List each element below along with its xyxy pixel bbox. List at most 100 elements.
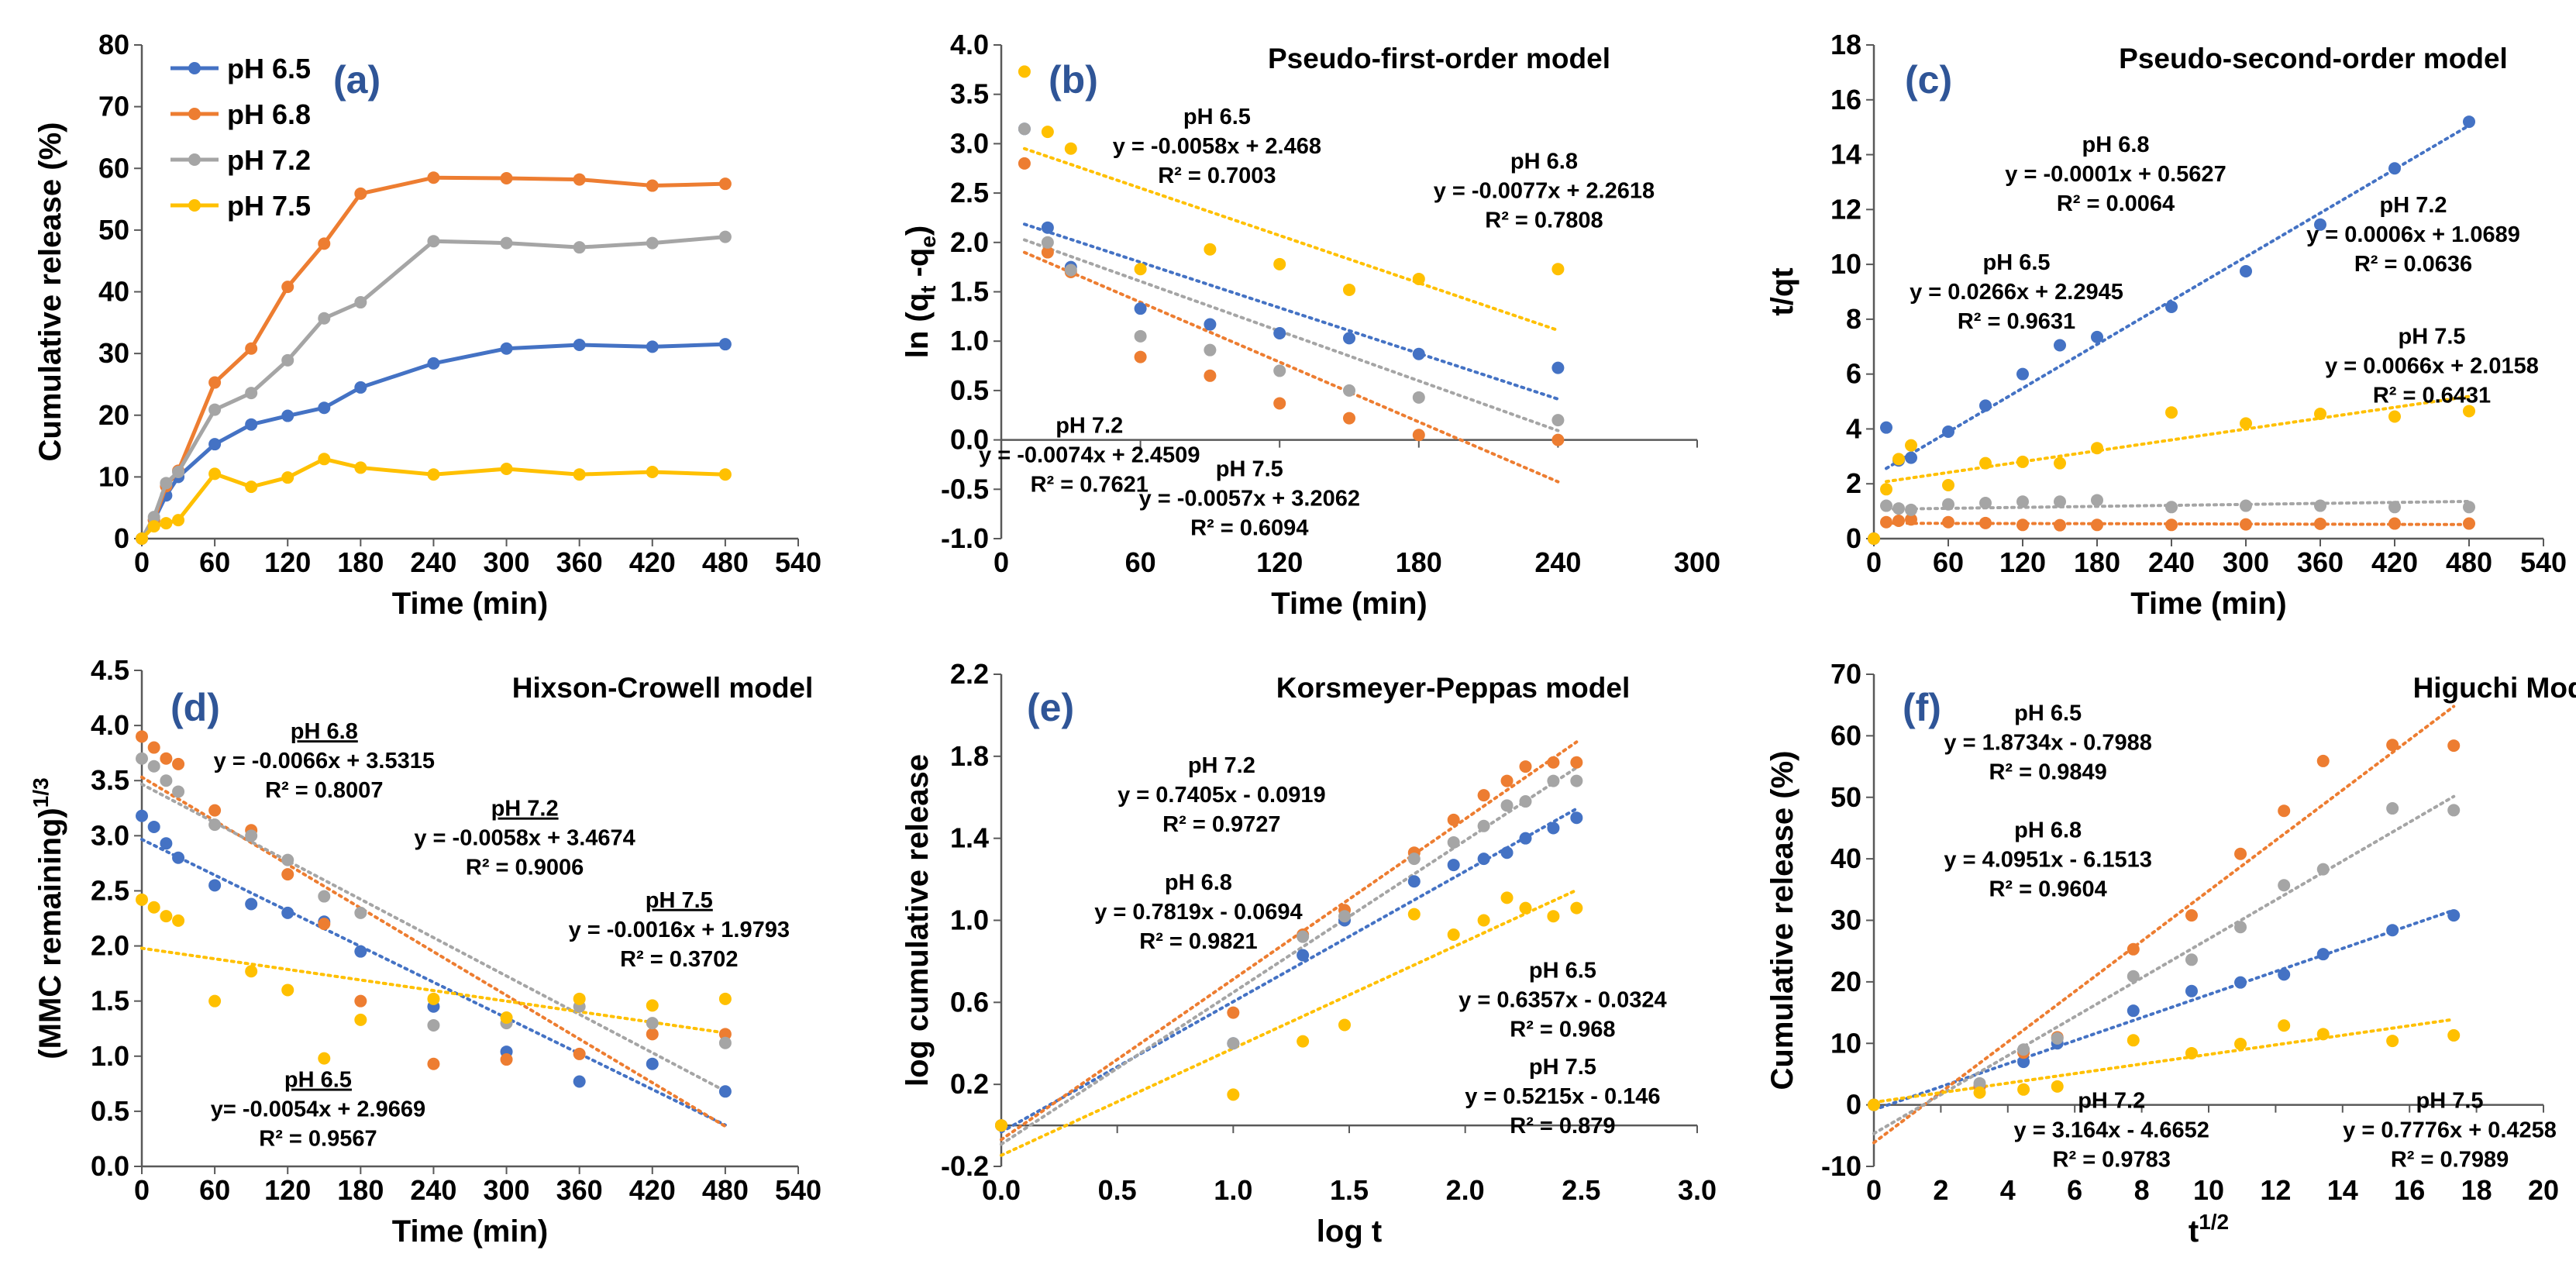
data-point-ph-7-5 (1041, 126, 1054, 139)
data-point-ph-7-5 (2240, 417, 2252, 430)
regression-annotation: pH 7.2 (491, 797, 559, 822)
data-point-ph-7-2 (2017, 1043, 2030, 1056)
regression-annotation: pH 7.2 (1056, 414, 1123, 439)
data-point-ph-7-5 (1407, 908, 1421, 921)
y-tick-label: 0 (1846, 522, 1861, 554)
trendline-ph-6-5 (1872, 908, 2456, 1111)
data-point-ph-6-5 (2054, 339, 2066, 352)
data-point-ph-6-8 (1134, 350, 1147, 363)
regression-annotation: y = 1.8734x - 0.7988 (1944, 731, 2151, 756)
data-point-ph-7-5 (1273, 257, 1286, 270)
data-point-ph-6-5 (245, 897, 258, 911)
data-point-ph-6-5 (1979, 399, 1992, 412)
y-tick-label: 1.5 (950, 276, 989, 308)
regression-annotation: y = -0.0057x + 3.2062 (1139, 487, 1360, 512)
data-point-ph-6-5 (1041, 221, 1054, 234)
data-point-ph-7-2 (1519, 795, 1532, 808)
data-point-ph-6-5 (147, 820, 160, 833)
trendline-ph-6-5 (1022, 222, 1560, 401)
data-point-ph-7-5 (646, 466, 659, 479)
x-tick-label: 240 (410, 1174, 456, 1206)
x-tick-label: 540 (775, 1174, 821, 1206)
chart-panel-b: 0 60 120 180 240 300 -1.0 -0.5 0.0 0.5 1.0 1.5 2.0 2.… (901, 29, 1720, 621)
data-point-ph-7-5 (318, 1052, 331, 1065)
data-point-ph-6-8 (2234, 847, 2247, 860)
chart-title: Korsmeyer-Peppas model (1276, 672, 1631, 704)
y-tick-label: 0.0 (950, 424, 989, 456)
data-point-ph-7-5 (1979, 456, 1992, 470)
data-point-ph-7-5 (1064, 142, 1077, 155)
data-point-ph-7-5 (2447, 1028, 2461, 1042)
data-point-ph-7-2 (318, 312, 331, 325)
x-tick-label: 1.0 (1214, 1174, 1252, 1206)
x-tick-label: 0 (1866, 546, 1882, 578)
data-point-ph-6-8 (318, 918, 331, 931)
data-point-ph-7-2 (160, 774, 173, 787)
data-point-ph-6-8 (646, 179, 659, 192)
legend-swatch-marker (188, 62, 201, 74)
x-tick-label: 420 (629, 546, 676, 578)
x-tick-label: 18 (2461, 1174, 2492, 1206)
data-point-ph-6-5 (1547, 822, 1560, 835)
data-point-ph-7-2 (1570, 774, 1583, 787)
y-axis-title: log cumulative release (901, 754, 935, 1087)
data-point-ph-7-2 (646, 236, 659, 250)
data-point-ph-7-2 (147, 511, 160, 524)
data-point-ph-6-5 (1343, 332, 1355, 345)
series-line-ph-7-2 (139, 235, 726, 540)
x-tick-label: 0.5 (1098, 1174, 1137, 1206)
data-point-ph-7-5 (500, 463, 513, 476)
regression-annotation: y = -0.0066x + 3.5315 (214, 749, 435, 773)
y-tick-label: 3.5 (950, 78, 989, 110)
data-point-ph-6-8 (208, 804, 222, 817)
data-point-ph-7-5 (1477, 914, 1490, 927)
y-axis-title-sub: t (916, 286, 940, 293)
regression-annotation: pH 6.5 (284, 1068, 352, 1093)
x-tick-label: 420 (629, 1174, 676, 1206)
data-point-ph-7-2 (354, 906, 367, 919)
regression-annotation: pH 6.8 (2014, 818, 2082, 842)
trendline-ph-6-5 (140, 838, 727, 1127)
trendline-ph-7-5 (140, 946, 727, 1035)
data-point-ph-6-5 (1447, 859, 1460, 872)
data-point-ph-6-8 (1880, 515, 1892, 529)
y-axis-title-part: ln (q (901, 293, 935, 358)
data-point-ph-6-5 (500, 342, 513, 355)
data-point-ph-7-5 (2017, 1083, 2030, 1096)
data-point-ph-6-8 (1477, 789, 1490, 802)
data-point-ph-6-8 (2388, 517, 2401, 530)
data-point-ph-7-5 (1868, 1098, 1880, 1111)
data-point-ph-7-5 (1227, 1088, 1240, 1101)
y-tick-label: 0 (114, 522, 129, 554)
data-point-ph-7-5 (2054, 456, 2066, 470)
y-tick-label: 0 (1846, 1089, 1861, 1121)
y-tick-label: 4 (1846, 412, 1861, 444)
data-point-ph-6-8 (281, 868, 294, 881)
data-point-ph-6-5 (1134, 302, 1147, 315)
data-point-ph-6-5 (208, 879, 222, 892)
data-point-ph-7-5 (172, 914, 185, 927)
regression-annotation: y = 0.0006x + 1.0689 (2306, 222, 2520, 247)
data-point-ph-7-2 (1477, 819, 1490, 832)
data-point-ph-6-5 (2314, 218, 2326, 231)
regression-annotation: R² = 0.9727 (1162, 812, 1280, 837)
data-point-ph-7-5 (1204, 243, 1217, 256)
data-point-ph-7-2 (208, 403, 222, 416)
y-tick-label: 18 (1830, 29, 1861, 60)
data-point-ph-6-5 (2386, 924, 2399, 937)
data-point-ph-6-5 (354, 381, 367, 394)
x-tick-label: 10 (2193, 1174, 2224, 1206)
regression-annotation: y = 0.7405x - 0.0919 (1118, 783, 1325, 808)
data-point-ph-7-2 (718, 230, 732, 243)
legend-swatch-marker (188, 153, 201, 166)
trendline-ph-7-5 (1022, 146, 1560, 332)
regression-annotation: y = -0.0077x + 2.2618 (1434, 178, 1655, 203)
y-tick-label: 40 (1830, 842, 1861, 874)
data-point-ph-6-8 (1905, 513, 1917, 526)
y-axis-title-base: (MMC remaining) (33, 808, 67, 1059)
data-point-ph-7-5 (136, 893, 148, 906)
data-point-ph-6-8 (1273, 397, 1286, 410)
data-point-ph-6-5 (646, 1057, 659, 1070)
data-point-ph-6-8 (427, 171, 440, 184)
data-point-ph-6-8 (2240, 518, 2252, 531)
